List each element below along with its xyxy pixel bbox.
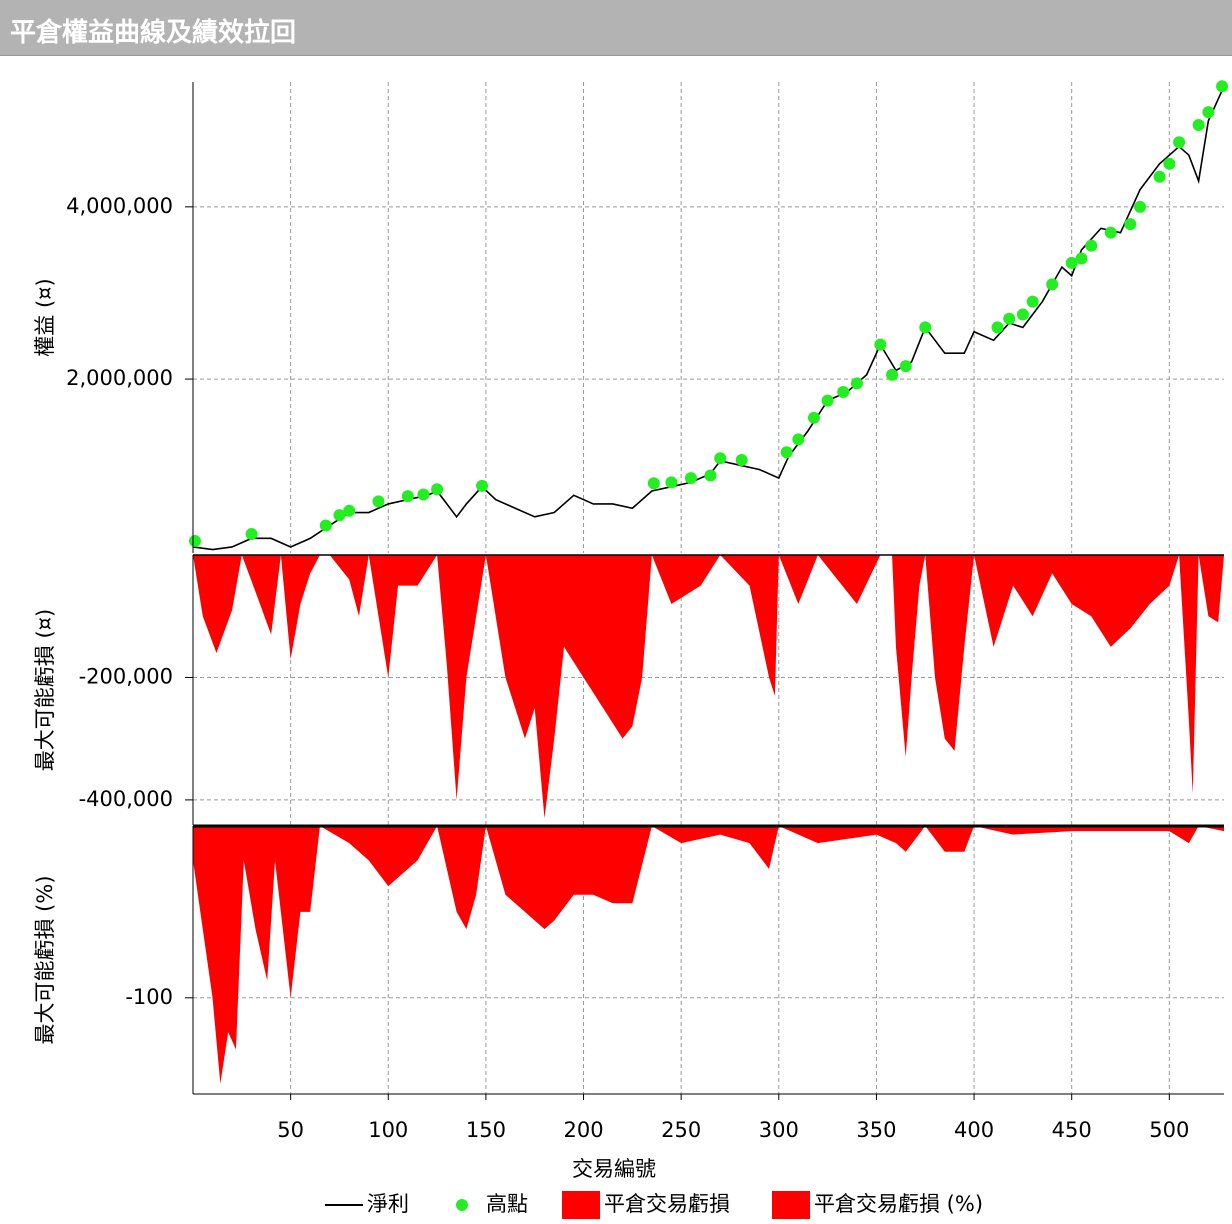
high-point bbox=[1075, 252, 1088, 265]
chart: 2,000,000 4,000,000 權益 (¤) -400,000 -200,000… bbox=[33, 80, 1229, 1219]
x-tick-label: 400 bbox=[954, 1118, 994, 1142]
drawdown-area bbox=[193, 555, 1224, 819]
high-point bbox=[899, 360, 912, 373]
high-point bbox=[1192, 119, 1205, 132]
drawdown-area bbox=[193, 826, 1224, 1084]
high-point bbox=[401, 490, 414, 503]
high-point bbox=[850, 377, 863, 390]
high-point bbox=[1124, 218, 1137, 231]
x-tick-label: 500 bbox=[1149, 1118, 1189, 1142]
x-tick-label: 350 bbox=[856, 1118, 896, 1142]
x-tick-label: 150 bbox=[466, 1118, 506, 1142]
legend-label: 高點 bbox=[486, 1192, 528, 1216]
legend-label: 淨利 bbox=[367, 1192, 409, 1216]
high-point bbox=[431, 483, 444, 496]
high-point bbox=[874, 338, 887, 351]
y-tick-label: -100 bbox=[125, 985, 173, 1009]
high-point bbox=[919, 321, 932, 334]
high-point bbox=[333, 509, 346, 522]
equity-line bbox=[192, 85, 1225, 551]
high-point bbox=[886, 368, 899, 381]
high-point bbox=[792, 433, 805, 446]
high-point bbox=[704, 469, 717, 482]
legend-swatch bbox=[562, 1191, 600, 1219]
y-axis-label: 權益 (¤) bbox=[33, 278, 57, 356]
high-point bbox=[684, 472, 697, 485]
high-point bbox=[1202, 106, 1215, 119]
x-tick-label: 100 bbox=[368, 1118, 408, 1142]
y-tick-label: -400,000 bbox=[79, 787, 173, 811]
high-point bbox=[1026, 295, 1039, 308]
high-point bbox=[475, 479, 488, 492]
high-point bbox=[1065, 256, 1078, 269]
x-tick-label: 50 bbox=[277, 1118, 304, 1142]
legend-swatch bbox=[456, 1199, 468, 1211]
high-point bbox=[1153, 170, 1166, 183]
high-point bbox=[821, 394, 834, 407]
y-axis-label: 最大可能虧損 (¤) bbox=[33, 609, 57, 771]
high-point bbox=[991, 321, 1004, 334]
legend-swatch bbox=[772, 1191, 810, 1219]
high-point bbox=[417, 488, 430, 501]
high-point bbox=[343, 504, 356, 517]
high-point bbox=[714, 452, 727, 465]
high-point bbox=[1163, 157, 1176, 170]
high-point bbox=[1216, 80, 1229, 93]
legend-label: 平倉交易虧損 (%) bbox=[814, 1192, 983, 1216]
high-point bbox=[647, 477, 660, 490]
high-point bbox=[780, 446, 793, 459]
y-tick-label: 4,000,000 bbox=[66, 194, 173, 218]
legend-label: 平倉交易虧損 bbox=[604, 1192, 730, 1216]
x-tick-label: 250 bbox=[661, 1118, 701, 1142]
high-point bbox=[807, 411, 820, 424]
y-tick-label: -200,000 bbox=[79, 664, 173, 688]
high-point bbox=[245, 528, 258, 541]
high-point bbox=[372, 495, 385, 508]
high-point bbox=[665, 476, 678, 489]
high-point bbox=[735, 454, 748, 467]
header-bar: 平倉權益曲線及績效拉回 bbox=[0, 0, 1232, 56]
y-tick-label: 2,000,000 bbox=[66, 366, 173, 390]
x-tick-label: 300 bbox=[759, 1118, 799, 1142]
high-point bbox=[837, 385, 850, 398]
y-axis-label: 最大可能虧損 (%) bbox=[33, 875, 57, 1044]
high-point bbox=[1104, 226, 1117, 239]
high-point bbox=[1134, 200, 1147, 213]
x-tick-label: 200 bbox=[563, 1118, 603, 1142]
high-point bbox=[188, 534, 201, 547]
high-point bbox=[319, 519, 332, 532]
high-point bbox=[1046, 278, 1059, 291]
high-point bbox=[1016, 308, 1029, 321]
high-point bbox=[1085, 239, 1098, 252]
high-point bbox=[1173, 136, 1186, 149]
x-axis-label: 交易編號 bbox=[572, 1157, 656, 1181]
x-tick-label: 450 bbox=[1052, 1118, 1092, 1142]
high-point bbox=[1003, 312, 1016, 325]
page-title: 平倉權益曲線及績效拉回 bbox=[10, 18, 297, 48]
